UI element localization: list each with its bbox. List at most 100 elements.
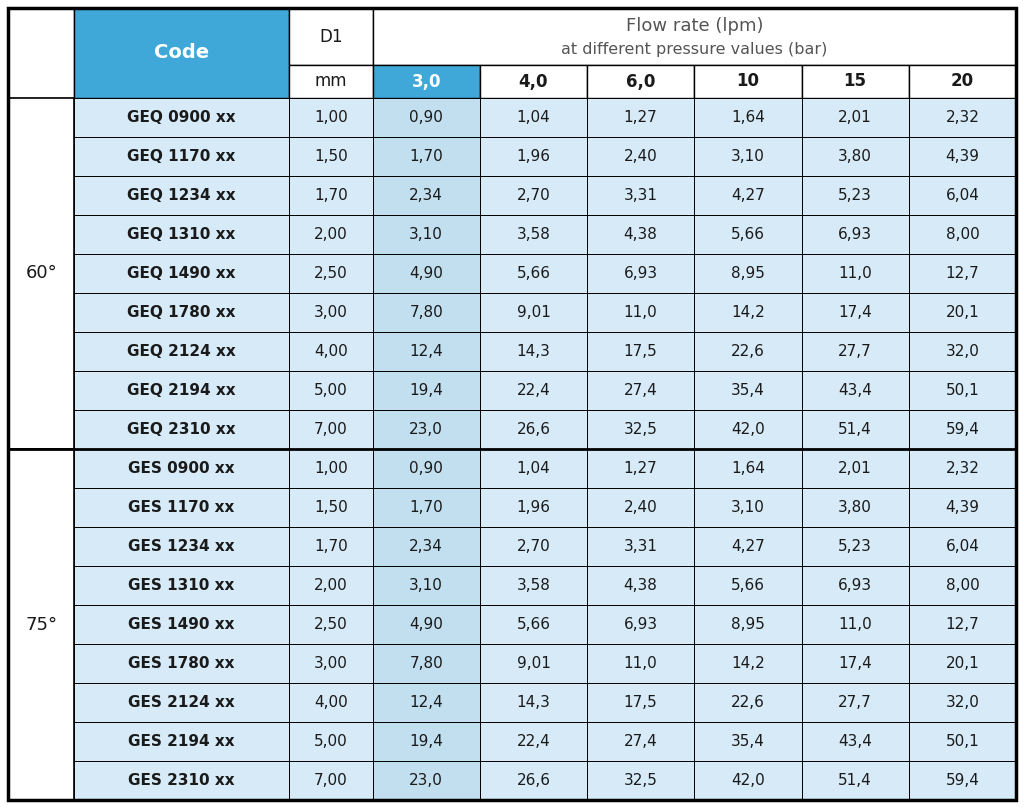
Text: 1,00: 1,00 [313, 461, 347, 476]
Bar [694, 98, 802, 137]
Bar [694, 644, 802, 683]
Bar [75, 644, 289, 683]
Bar [694, 293, 802, 332]
Text: 9,01: 9,01 [516, 305, 550, 320]
Text: 8,00: 8,00 [945, 227, 979, 242]
Text: 19,4: 19,4 [410, 383, 443, 398]
Bar [75, 410, 289, 449]
Bar [908, 65, 1016, 98]
Bar [75, 293, 289, 332]
Bar [908, 215, 1016, 254]
Text: 12,4: 12,4 [410, 344, 443, 359]
Bar [480, 527, 587, 566]
Bar [694, 605, 802, 644]
Bar [75, 137, 289, 176]
Bar [802, 176, 908, 215]
Bar [480, 722, 587, 761]
Text: mm: mm [314, 73, 347, 90]
Bar [694, 254, 802, 293]
Text: 3,58: 3,58 [516, 227, 550, 242]
Text: 1,50: 1,50 [313, 500, 347, 515]
Text: 6,04: 6,04 [945, 188, 979, 203]
Bar [802, 683, 908, 722]
Bar [373, 8, 1016, 65]
Bar [480, 254, 587, 293]
Bar [75, 8, 289, 98]
Text: 5,66: 5,66 [516, 617, 551, 632]
Bar [289, 215, 373, 254]
Text: 27,7: 27,7 [839, 344, 872, 359]
Bar [75, 176, 289, 215]
Text: 22,4: 22,4 [516, 383, 550, 398]
Bar [480, 65, 587, 98]
Text: 12,7: 12,7 [945, 266, 979, 281]
Text: 2,50: 2,50 [313, 266, 347, 281]
Bar [694, 65, 802, 98]
Text: GEQ 2310 xx: GEQ 2310 xx [127, 422, 236, 437]
Bar [802, 527, 908, 566]
Text: 59,4: 59,4 [945, 422, 979, 437]
Text: 5,66: 5,66 [731, 578, 765, 593]
Text: 2,70: 2,70 [516, 188, 550, 203]
Bar [802, 332, 908, 371]
Bar [908, 332, 1016, 371]
Bar [587, 683, 694, 722]
Text: 17,5: 17,5 [624, 344, 657, 359]
Bar [289, 293, 373, 332]
Bar [802, 410, 908, 449]
Text: 35,4: 35,4 [731, 734, 765, 749]
Bar [289, 761, 373, 800]
Bar [373, 605, 480, 644]
Bar [802, 65, 908, 98]
Bar [75, 332, 289, 371]
Text: 27,4: 27,4 [624, 383, 657, 398]
Text: 4,00: 4,00 [313, 695, 347, 710]
Bar [908, 449, 1016, 488]
Text: 2,34: 2,34 [410, 188, 443, 203]
Bar [587, 644, 694, 683]
Text: 26,6: 26,6 [516, 773, 551, 788]
Text: 3,10: 3,10 [410, 578, 443, 593]
Text: 11,0: 11,0 [624, 305, 657, 320]
Text: GES 1490 xx: GES 1490 xx [128, 617, 234, 632]
Text: 14,2: 14,2 [731, 656, 765, 671]
Bar [694, 449, 802, 488]
Text: 43,4: 43,4 [839, 734, 872, 749]
Bar [75, 683, 289, 722]
Text: 4,39: 4,39 [945, 500, 979, 515]
Bar [480, 566, 587, 605]
Text: GEQ 2124 xx: GEQ 2124 xx [127, 344, 236, 359]
Bar [694, 488, 802, 527]
Bar [480, 761, 587, 800]
Text: 51,4: 51,4 [839, 422, 872, 437]
Text: 35,4: 35,4 [731, 383, 765, 398]
Text: GEQ 2194 xx: GEQ 2194 xx [127, 383, 236, 398]
Text: 4,27: 4,27 [731, 539, 765, 554]
Bar [908, 371, 1016, 410]
Text: GES 2124 xx: GES 2124 xx [128, 695, 234, 710]
Text: 2,00: 2,00 [313, 578, 347, 593]
Text: 0,90: 0,90 [410, 461, 443, 476]
Text: 22,6: 22,6 [731, 344, 765, 359]
Text: 2,00: 2,00 [313, 227, 347, 242]
Bar [289, 176, 373, 215]
Bar [373, 65, 480, 98]
Bar [480, 449, 587, 488]
Text: 5,66: 5,66 [731, 227, 765, 242]
Bar [908, 644, 1016, 683]
Bar [480, 644, 587, 683]
Text: 60°: 60° [26, 264, 57, 283]
Bar [480, 410, 587, 449]
Text: 7,00: 7,00 [313, 422, 347, 437]
Text: 17,4: 17,4 [839, 656, 872, 671]
Text: GEQ 1310 xx: GEQ 1310 xx [127, 227, 236, 242]
Text: 8,00: 8,00 [945, 578, 979, 593]
Text: 22,6: 22,6 [731, 695, 765, 710]
Bar [75, 449, 289, 488]
Text: 3,00: 3,00 [313, 656, 348, 671]
Bar [289, 254, 373, 293]
Bar [587, 332, 694, 371]
Bar [587, 566, 694, 605]
Bar [289, 488, 373, 527]
Text: 23,0: 23,0 [410, 422, 443, 437]
